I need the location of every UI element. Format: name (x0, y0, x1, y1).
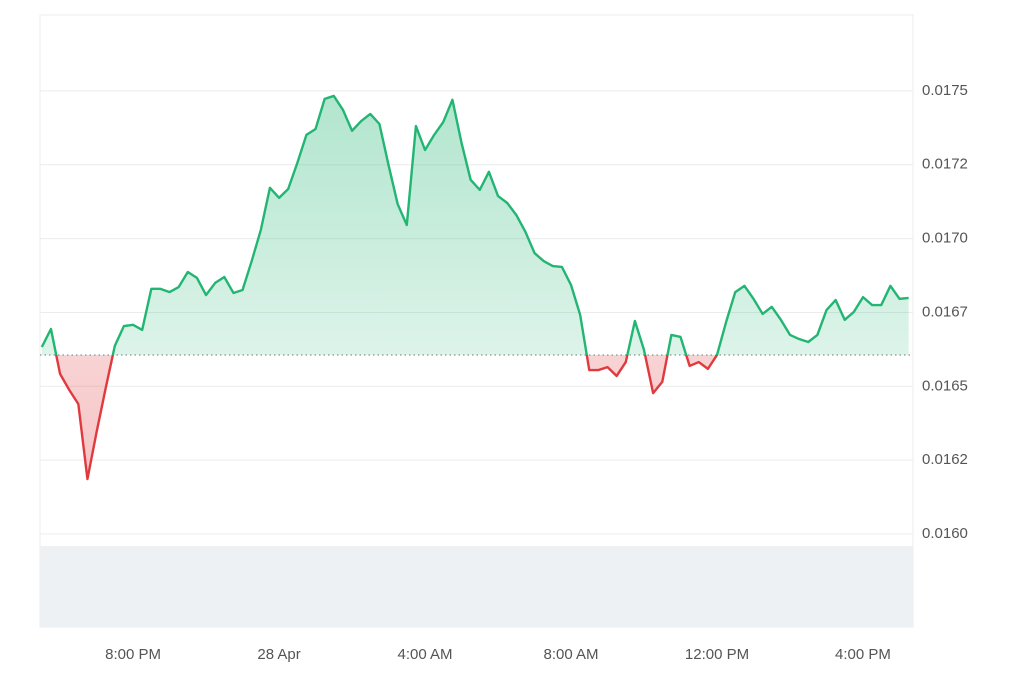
x-tick-label: 8:00 PM (105, 646, 161, 663)
x-tick-label: 4:00 AM (398, 646, 453, 663)
y-tick-label: 0.0170 (922, 230, 968, 247)
y-tick-label: 0.0162 (922, 451, 968, 468)
x-tick-label: 12:00 PM (685, 646, 749, 663)
x-tick-label: 28 Apr (257, 646, 300, 663)
y-tick-label: 0.0167 (922, 303, 968, 320)
y-tick-label: 0.0172 (922, 156, 968, 173)
volume-band (40, 546, 913, 627)
x-tick-label: 4:00 PM (835, 646, 891, 663)
price-line-up (40, 94, 909, 355)
area-up (41, 95, 909, 355)
y-tick-label: 0.0165 (922, 377, 968, 394)
y-tick-label: 0.0175 (922, 82, 968, 99)
y-tick-label: 0.0160 (922, 525, 968, 542)
x-tick-label: 8:00 AM (544, 646, 599, 663)
